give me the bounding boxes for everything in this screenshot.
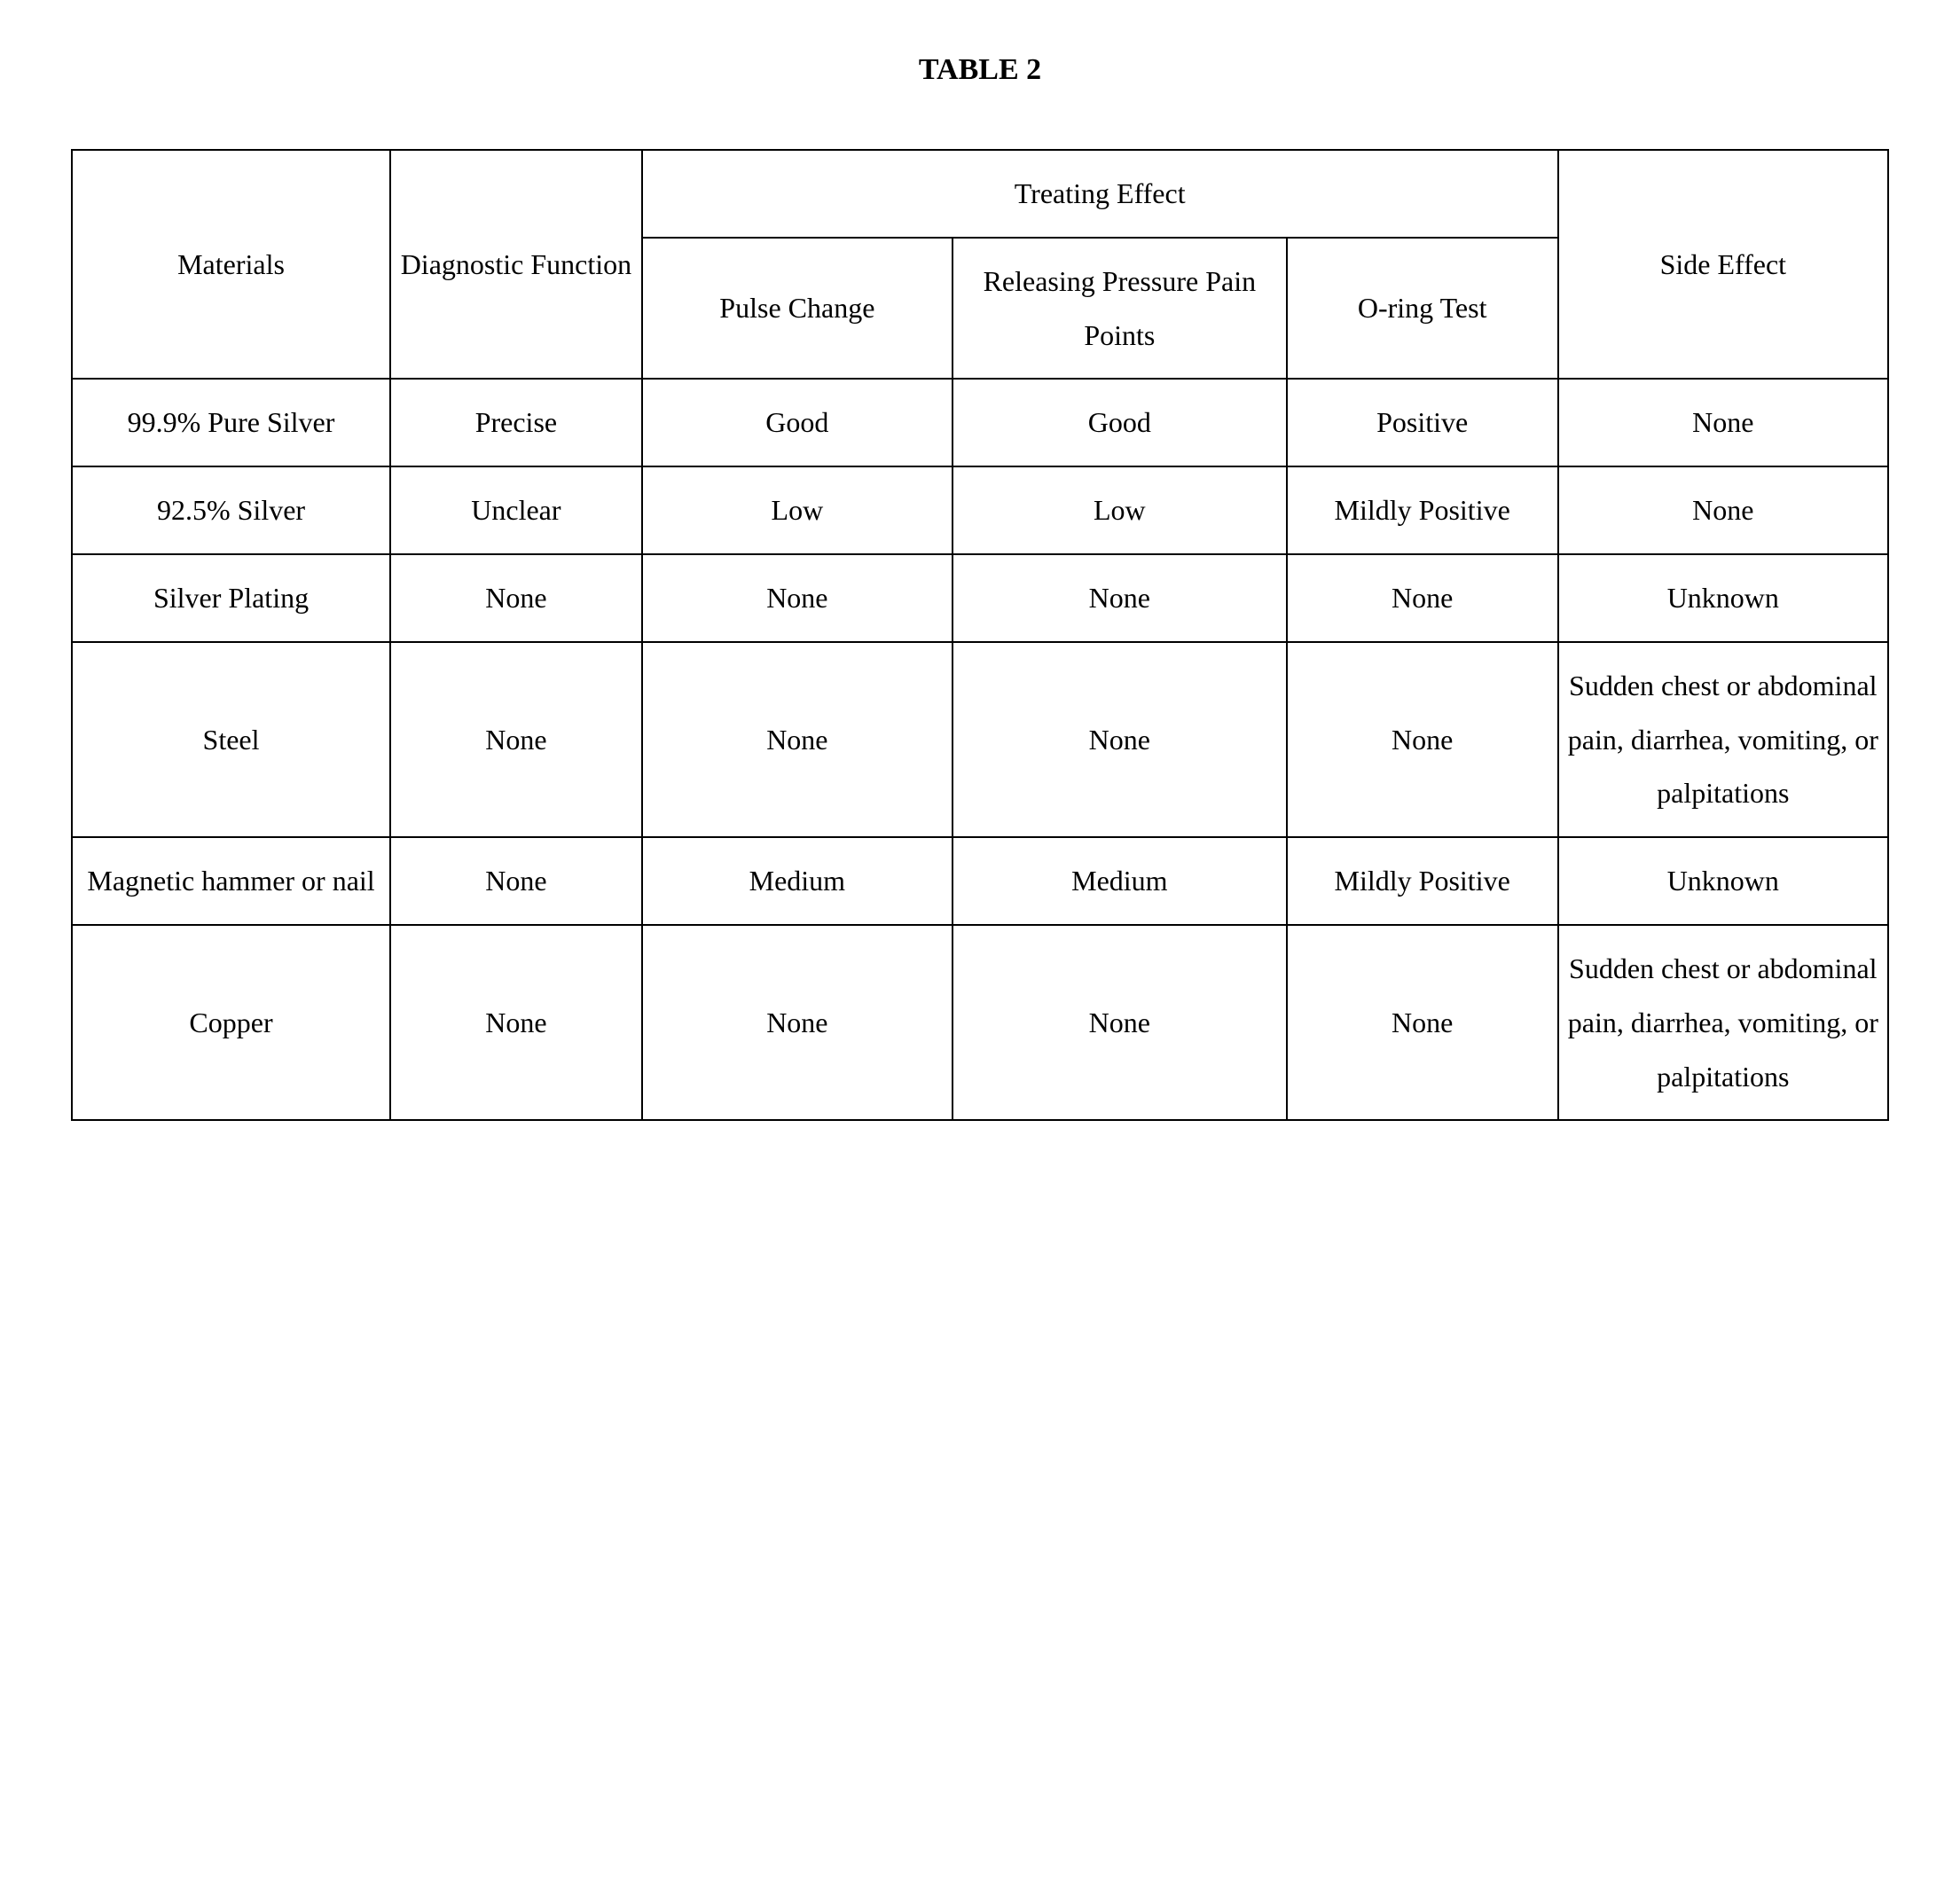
table-row: Magnetic hammer or nail None Medium Medi…	[72, 837, 1888, 925]
col-header-side-effect: Side Effect	[1558, 150, 1888, 379]
table-row: Steel None None None None Sudden chest o…	[72, 642, 1888, 837]
cell-materials: Silver Plating	[72, 554, 390, 642]
cell-diagnostic: None	[390, 642, 642, 837]
cell-materials: 92.5% Silver	[72, 466, 390, 554]
cell-diagnostic: Unclear	[390, 466, 642, 554]
cell-oring: None	[1287, 925, 1558, 1120]
col-header-treating-effect: Treating Effect	[642, 150, 1558, 238]
cell-oring: Positive	[1287, 379, 1558, 466]
cell-pulse: None	[642, 642, 953, 837]
cell-oring: Mildly Positive	[1287, 837, 1558, 925]
cell-releasing: None	[953, 925, 1287, 1120]
col-header-o-ring: O-ring Test	[1287, 238, 1558, 380]
cell-pulse: Good	[642, 379, 953, 466]
table-title: TABLE 2	[71, 53, 1889, 87]
cell-sideeffect: Sudden chest or abdominal pain, diarrhea…	[1558, 925, 1888, 1120]
cell-releasing: Low	[953, 466, 1287, 554]
col-header-diagnostic: Diagnostic Function	[390, 150, 642, 379]
cell-sideeffect: Sudden chest or abdominal pain, diarrhea…	[1558, 642, 1888, 837]
table-row: 99.9% Pure Silver Precise Good Good Posi…	[72, 379, 1888, 466]
cell-releasing: Good	[953, 379, 1287, 466]
table-row: Copper None None None None Sudden chest …	[72, 925, 1888, 1120]
cell-releasing: Medium	[953, 837, 1287, 925]
cell-diagnostic: None	[390, 925, 642, 1120]
cell-releasing: None	[953, 554, 1287, 642]
table-row: Silver Plating None None None None Unkno…	[72, 554, 1888, 642]
cell-oring: None	[1287, 554, 1558, 642]
cell-sideeffect: None	[1558, 466, 1888, 554]
cell-pulse: None	[642, 554, 953, 642]
cell-sideeffect: Unknown	[1558, 837, 1888, 925]
table-row: 92.5% Silver Unclear Low Low Mildly Posi…	[72, 466, 1888, 554]
cell-materials: Copper	[72, 925, 390, 1120]
cell-materials: Magnetic hammer or nail	[72, 837, 390, 925]
cell-diagnostic: None	[390, 837, 642, 925]
cell-diagnostic: Precise	[390, 379, 642, 466]
cell-sideeffect: None	[1558, 379, 1888, 466]
cell-oring: Mildly Positive	[1287, 466, 1558, 554]
cell-materials: Steel	[72, 642, 390, 837]
header-row-1: Materials Diagnostic Function Treating E…	[72, 150, 1888, 238]
cell-releasing: None	[953, 642, 1287, 837]
cell-pulse: Low	[642, 466, 953, 554]
cell-diagnostic: None	[390, 554, 642, 642]
cell-materials: 99.9% Pure Silver	[72, 379, 390, 466]
col-header-materials: Materials	[72, 150, 390, 379]
col-header-pulse-change: Pulse Change	[642, 238, 953, 380]
col-header-releasing: Releasing Pressure Pain Points	[953, 238, 1287, 380]
cell-pulse: Medium	[642, 837, 953, 925]
materials-table: Materials Diagnostic Function Treating E…	[71, 149, 1889, 1121]
cell-sideeffect: Unknown	[1558, 554, 1888, 642]
cell-oring: None	[1287, 642, 1558, 837]
cell-pulse: None	[642, 925, 953, 1120]
